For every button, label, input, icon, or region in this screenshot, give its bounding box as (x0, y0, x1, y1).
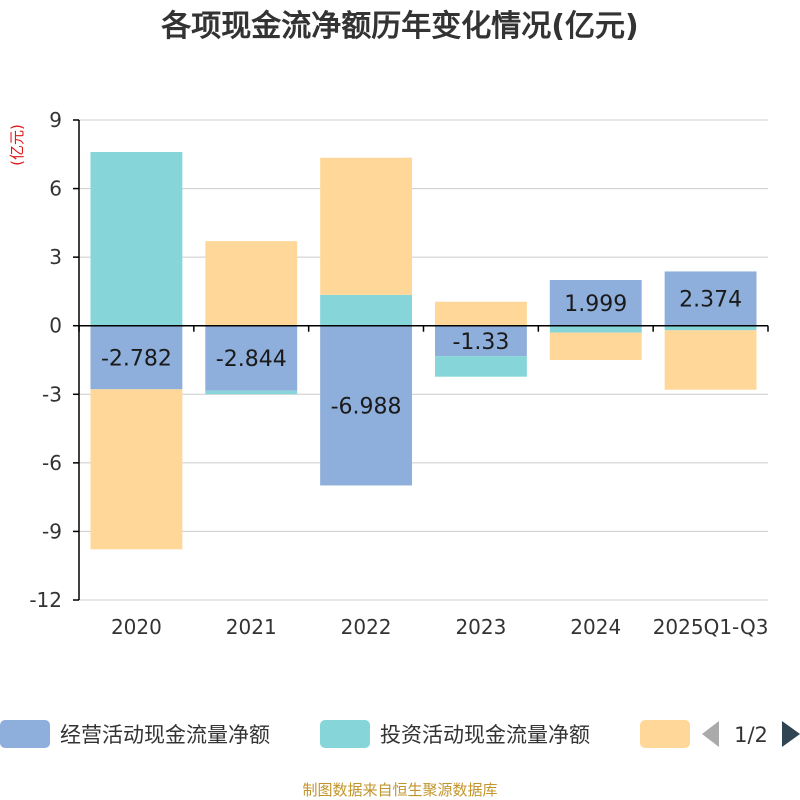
legend-page-indicator: 1/2 (734, 723, 768, 747)
bar-series1 (90, 152, 183, 326)
gridlines (79, 119, 768, 601)
data-label: 2.374 (679, 288, 742, 313)
bar-series1 (320, 294, 413, 326)
bar-series0 (90, 325, 183, 390)
axes (73, 119, 769, 601)
legend-swatch-investing (320, 720, 370, 748)
y-tick-label: 9 (49, 108, 62, 132)
legend-next-page-icon[interactable] (782, 721, 800, 747)
bar-series2 (434, 301, 527, 326)
bar-series2 (205, 241, 298, 326)
y-tick-label: -12 (29, 588, 62, 612)
legend-swatch-operating (0, 720, 50, 748)
bar-series1 (664, 325, 757, 331)
tick-labels: 9 6 3 0 -3 -6 -9 -12 2020 2021 2022 2023 2024 2025Q1-… (29, 108, 768, 639)
y-tick-label: -3 (42, 382, 62, 406)
chart-title: 各项现金流净额历年变化情况(亿元) (160, 9, 638, 44)
y-tick-label: -9 (42, 519, 62, 543)
data-labels: -2.782 -2.844 -6.988 -1.33 1.999 2.374 (101, 288, 742, 420)
data-label: -2.844 (216, 347, 287, 372)
legend-item-operating[interactable]: 经营活动现金流量净额 (0, 720, 270, 748)
bar-series0 (664, 271, 757, 326)
legend-item-financing[interactable] (640, 720, 690, 748)
legend-label-operating: 经营活动现金流量净额 (60, 723, 270, 747)
y-axis-unit: (亿元) (8, 124, 26, 166)
bar-series0 (320, 325, 413, 486)
bar-series2 (549, 332, 642, 360)
data-label: 1.999 (564, 292, 627, 317)
legend-label-investing: 投资活动现金流量净额 (380, 723, 590, 747)
legend: 经营活动现金流量净额 投资活动现金流量净额 1/2 (0, 720, 800, 748)
data-label: -6.988 (331, 395, 402, 420)
data-label: -1.33 (452, 330, 509, 355)
x-tick-label: 2023 (455, 615, 506, 639)
x-tick-label: 2022 (341, 615, 392, 639)
legend-item-investing[interactable]: 投资活动现金流量净额 (320, 720, 590, 748)
bar-series2 (90, 389, 183, 550)
bar-series0 (434, 325, 527, 357)
legend-prev-page-icon[interactable] (702, 721, 719, 747)
x-tick-label: 2020 (111, 615, 162, 639)
y-tick-label: 3 (49, 245, 62, 269)
bar-series1 (549, 325, 642, 333)
x-tick-label: 2024 (570, 615, 621, 639)
bar-series1 (434, 356, 527, 377)
data-label: -2.782 (101, 347, 172, 372)
y-tick-label: 0 (49, 314, 62, 338)
bar-series1 (205, 390, 298, 395)
bar-series2 (664, 330, 757, 390)
y-tick-label: 6 (49, 177, 62, 201)
x-tick-label: 2021 (226, 615, 277, 639)
bars (90, 152, 757, 550)
bar-series0 (205, 325, 298, 391)
data-source: 制图数据来自恒生聚源数据库 (302, 781, 497, 799)
bar-series0 (549, 280, 642, 326)
y-tick-label: -6 (42, 451, 62, 475)
x-tick-label: 2025Q1-Q3 (653, 615, 769, 639)
legend-swatch-financing (640, 720, 690, 748)
bar-series2 (320, 157, 413, 295)
